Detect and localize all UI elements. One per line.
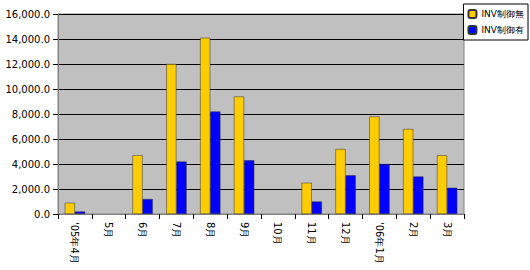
svg-text:3月: 3月 — [442, 222, 453, 238]
svg-text:0.0: 0.0 — [34, 209, 50, 220]
svg-text:12月: 12月 — [340, 222, 351, 245]
svg-text:9月: 9月 — [239, 222, 250, 238]
svg-text:14,000.0: 14,000.0 — [5, 34, 50, 45]
svg-text:4,000.0: 4,000.0 — [12, 159, 50, 170]
svg-text:8月: 8月 — [205, 222, 216, 238]
svg-text:2月: 2月 — [408, 222, 419, 238]
svg-text:10月: 10月 — [272, 222, 283, 245]
svg-text:7月: 7月 — [171, 222, 182, 238]
svg-text:INV制御無: INV制御無 — [481, 9, 524, 19]
svg-text:10,000.0: 10,000.0 — [5, 84, 50, 95]
svg-text:2,000.0: 2,000.0 — [12, 184, 50, 195]
svg-text:6,000.0: 6,000.0 — [12, 134, 50, 145]
svg-text:5月: 5月 — [103, 222, 114, 238]
svg-text:8,000.0: 8,000.0 — [12, 109, 50, 120]
svg-text:11月: 11月 — [306, 222, 317, 245]
svg-text:'06年1月: '06年1月 — [374, 222, 385, 264]
svg-text:INV制御有: INV制御有 — [481, 25, 524, 35]
svg-text:6月: 6月 — [137, 222, 148, 238]
svg-text:16,000.0: 16,000.0 — [5, 9, 50, 20]
svg-text:'05年4月: '05年4月 — [69, 222, 80, 264]
svg-text:12,000.0: 12,000.0 — [5, 59, 50, 70]
